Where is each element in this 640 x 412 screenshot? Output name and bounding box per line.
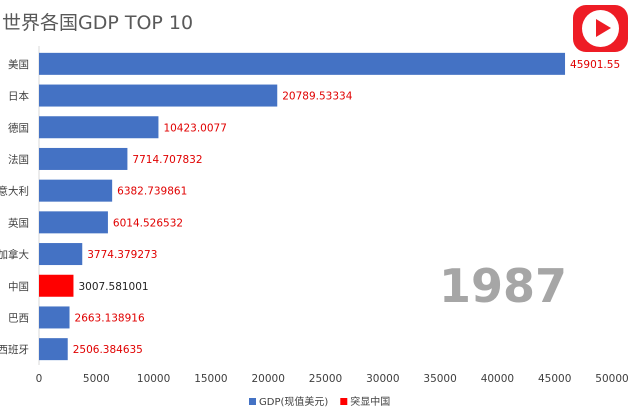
chart-title: 世界各国GDP TOP 10 (2, 12, 194, 34)
value-label: 6382.739861 (117, 186, 187, 198)
value-label: 6014.526532 (113, 217, 183, 229)
legend-swatch (249, 398, 256, 405)
play-button[interactable] (573, 5, 628, 52)
category-label: 意大利 (0, 185, 29, 198)
legend-label: GDP(现值美元) (259, 395, 328, 408)
category-label: 英国 (8, 216, 29, 229)
bar (39, 147, 128, 170)
value-label: 10423.0077 (163, 122, 226, 134)
bar (39, 274, 74, 297)
value-label: 45901.55 (570, 59, 620, 71)
x-tick-label: 15000 (194, 373, 227, 385)
value-label: 2506.384635 (73, 344, 143, 356)
legend-swatch (340, 398, 348, 405)
value-label: 20789.53334 (282, 91, 352, 103)
category-label: 日本 (8, 90, 29, 103)
category-label: 西班牙 (0, 344, 29, 356)
x-tick-label: 30000 (366, 373, 399, 385)
legend-label: 突显中国 (350, 395, 390, 408)
bar (39, 338, 68, 361)
year-label: 1987 (439, 259, 567, 313)
value-label: 3007.581001 (78, 281, 148, 293)
category-label: 德国 (8, 121, 29, 134)
play-icon (582, 10, 619, 47)
x-tick-label: 10000 (137, 373, 170, 385)
bar (39, 211, 108, 234)
x-tick-label: 40000 (481, 373, 514, 385)
bar (39, 306, 70, 329)
category-label: 法国 (8, 153, 29, 166)
x-tick-label: 35000 (423, 373, 456, 385)
x-tick-label: 20000 (251, 373, 284, 385)
bar (39, 179, 113, 202)
x-tick-label: 25000 (309, 373, 342, 385)
bar (39, 116, 159, 139)
x-tick-label: 50000 (595, 373, 628, 385)
category-label: 巴西 (8, 312, 29, 324)
value-label: 3774.379273 (87, 249, 157, 261)
category-label: 中国 (8, 280, 29, 293)
x-tick-label: 5000 (83, 373, 110, 385)
bar (39, 52, 566, 75)
category-label: 美国 (8, 58, 29, 71)
category-label: 加拿大 (0, 248, 29, 261)
bar (39, 84, 278, 107)
value-label: 7714.707832 (132, 154, 202, 166)
x-tick-label: 0 (36, 373, 43, 385)
value-label: 2663.138916 (75, 312, 145, 324)
x-tick-label: 45000 (538, 373, 571, 385)
bar (39, 243, 83, 266)
